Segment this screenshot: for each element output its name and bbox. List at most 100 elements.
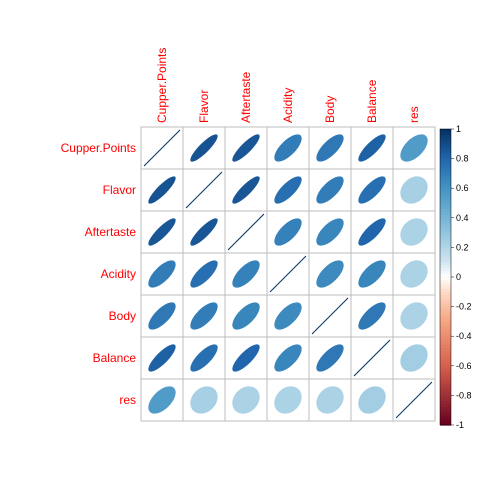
legend-swatch [440, 413, 451, 417]
legend-swatch [440, 389, 451, 394]
legend-swatch [440, 265, 451, 269]
column-label-res: res [407, 106, 421, 123]
legend-swatch [440, 205, 451, 210]
legend-swatch [440, 155, 451, 160]
ellipse-body-res [400, 302, 428, 330]
legend-swatch [440, 232, 451, 237]
legend-swatch [440, 277, 451, 281]
legend-swatch [440, 288, 451, 293]
legend-swatch [440, 188, 451, 192]
row-label-flavor: Flavor [103, 183, 136, 197]
ellipse-aftertaste-body [316, 218, 344, 246]
column-label-cupper-points: Cupper.Points [155, 48, 169, 123]
ellipse-cupper-points-acidity [274, 134, 302, 162]
legend-tick-label: -0.4 [456, 331, 472, 341]
row-label-acidity: Acidity [101, 267, 136, 281]
ellipse-cupper-points-flavor [190, 134, 218, 162]
legend-swatch [440, 419, 451, 423]
legend-swatch [440, 253, 451, 257]
ellipse-cupper-points-body [316, 134, 344, 162]
legend-tick-label: 0.4 [456, 213, 469, 223]
legend-swatch [440, 348, 451, 352]
legend-tick-label: 0.2 [456, 242, 469, 252]
legend-swatch [440, 170, 451, 174]
legend-swatch [440, 185, 451, 189]
legend-swatch [440, 274, 451, 278]
ellipse-acidity-cupper-points [148, 260, 176, 288]
legend-swatch [440, 339, 451, 343]
legend-swatch [440, 271, 451, 275]
ellipse-body-cupper-points [148, 302, 176, 330]
legend-swatch [440, 398, 451, 402]
legend-tick-label: 0.8 [456, 154, 469, 164]
legend-swatch [440, 217, 451, 222]
cell-res-balance [350, 378, 394, 422]
legend-swatch [440, 318, 451, 322]
legend-swatch [440, 164, 451, 169]
legend-swatch [440, 194, 451, 198]
ellipse-acidity-acidity [269, 255, 307, 293]
legend-swatch [440, 386, 451, 391]
legend-swatch [440, 374, 451, 379]
legend-swatch [440, 324, 451, 328]
legend-swatch [440, 131, 451, 136]
legend-swatch [440, 392, 451, 396]
legend-swatch [440, 306, 451, 311]
legend-swatch [440, 268, 451, 272]
ellipse-body-body [311, 297, 349, 335]
ellipse-flavor-balance [358, 176, 386, 204]
ellipse-aftertaste-balance [358, 218, 386, 246]
legend-tick-label: 1 [456, 124, 461, 134]
ellipse-balance-cupper-points [148, 344, 176, 372]
legend-swatch [440, 336, 451, 340]
legend-swatch [440, 137, 451, 142]
legend-swatch [440, 327, 451, 331]
cell-body-aftertaste [224, 294, 268, 338]
legend-swatch [440, 167, 451, 172]
legend-swatch [440, 416, 451, 420]
legend-swatch [440, 291, 451, 296]
legend-swatch [440, 351, 451, 355]
legend-swatch [440, 309, 451, 314]
legend-swatch [440, 203, 451, 207]
legend-swatch [440, 143, 451, 148]
legend-swatch [440, 173, 451, 177]
ellipse-res-body [316, 386, 344, 414]
ellipse-acidity-res [400, 260, 428, 288]
column-label-aftertaste: Aftertaste [239, 71, 253, 123]
ellipse-balance-res [400, 344, 428, 372]
column-label-flavor: Flavor [197, 90, 211, 123]
ellipse-acidity-balance [358, 260, 386, 288]
ellipse-flavor-flavor [185, 171, 223, 209]
ellipse-acidity-aftertaste [232, 260, 260, 288]
ellipse-body-aftertaste [232, 302, 260, 330]
row-label-res: res [119, 393, 136, 407]
ellipse-body-acidity [274, 302, 302, 330]
legend-swatch [440, 176, 451, 180]
ellipse-cupper-points-res [400, 134, 428, 162]
ellipse-body-balance [358, 302, 386, 330]
row-label-cupper-points: Cupper.Points [61, 141, 136, 155]
ellipse-aftertaste-cupper-points [148, 218, 176, 246]
ellipse-cupper-points-aftertaste [232, 134, 260, 162]
legend-tick-label: 0.6 [456, 183, 469, 193]
ellipse-balance-acidity [274, 344, 302, 372]
legend-swatch [440, 312, 451, 317]
legend-swatch [440, 395, 451, 399]
legend-swatch [440, 315, 451, 320]
legend-swatch [440, 129, 451, 133]
row-labels: Cupper.Points Flavor Aftertaste Acidity Body… [61, 141, 137, 407]
legend-swatch [440, 365, 451, 370]
legend-swatch [440, 149, 451, 154]
ellipse-flavor-aftertaste [232, 176, 260, 204]
ellipse-res-flavor [190, 386, 218, 414]
legend-swatch [440, 282, 451, 287]
legend-swatch [440, 362, 451, 367]
ellipse-cupper-points-cupper-points [143, 129, 181, 167]
ellipse-balance-balance [353, 339, 391, 377]
legend-swatch [440, 152, 451, 157]
legend-tick-label: -0.2 [456, 302, 472, 312]
ellipse-flavor-cupper-points [148, 176, 176, 204]
legend-swatch [440, 300, 451, 305]
ellipse-acidity-flavor [190, 260, 218, 288]
